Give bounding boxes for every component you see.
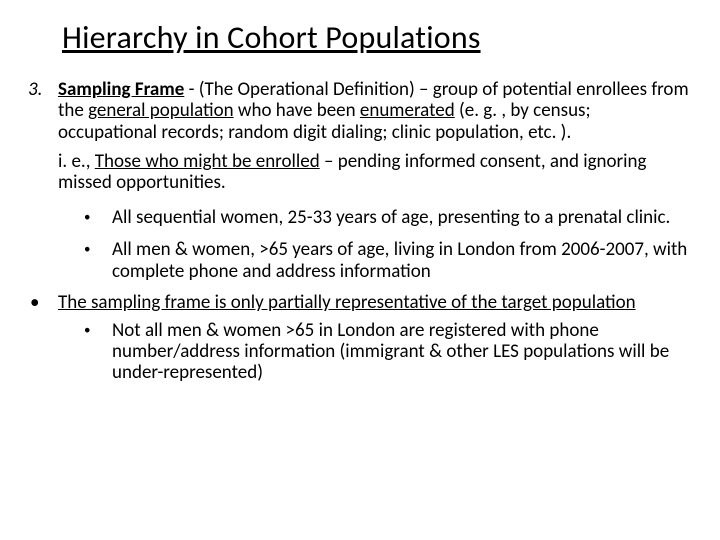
item-3: 3. Sampling Frame - (The Operational Def… — [28, 79, 692, 201]
bullet-icon: • — [78, 207, 112, 229]
ie-pre: i. e., — [58, 150, 95, 173]
item-3-sub-2-text: All men & women, >65 years of age, livin… — [112, 239, 692, 282]
item-bullet-sub-1: • Not all men & women >65 in London are … — [28, 320, 692, 384]
ie-block: i. e., Those who might be enrolled – pen… — [58, 151, 692, 194]
item-3-sub-2: • All men & women, >65 years of age, liv… — [28, 239, 692, 282]
item-bullet-body: The sampling frame is only partially rep… — [58, 292, 692, 313]
slide-title: Hierarchy in Cohort Populations — [62, 18, 692, 57]
item-3-number: 3. — [28, 79, 58, 101]
term-sampling-frame: Sampling Frame — [58, 78, 184, 101]
item-bullet-sub-1-text: Not all men & women >65 in London are re… — [112, 320, 692, 384]
bullet-icon: • — [78, 320, 112, 342]
item-3-sub-1-text: All sequential women, 25-33 years of age… — [112, 207, 692, 228]
def-u2: enumerated — [360, 99, 455, 122]
ie-underlined: Those who might be enrolled — [95, 150, 320, 173]
bullet-icon: • — [28, 292, 58, 314]
bullet-icon: • — [78, 239, 112, 261]
def-u1: general population — [88, 99, 234, 122]
def-part2: who have been — [234, 99, 360, 122]
item-bullet-text: The sampling frame is only partially rep… — [58, 291, 636, 314]
item-3-body: Sampling Frame - (The Operational Defini… — [58, 79, 692, 201]
item-bullet: • The sampling frame is only partially r… — [28, 292, 692, 314]
item-3-sub-1: • All sequential women, 25-33 years of a… — [28, 207, 692, 229]
